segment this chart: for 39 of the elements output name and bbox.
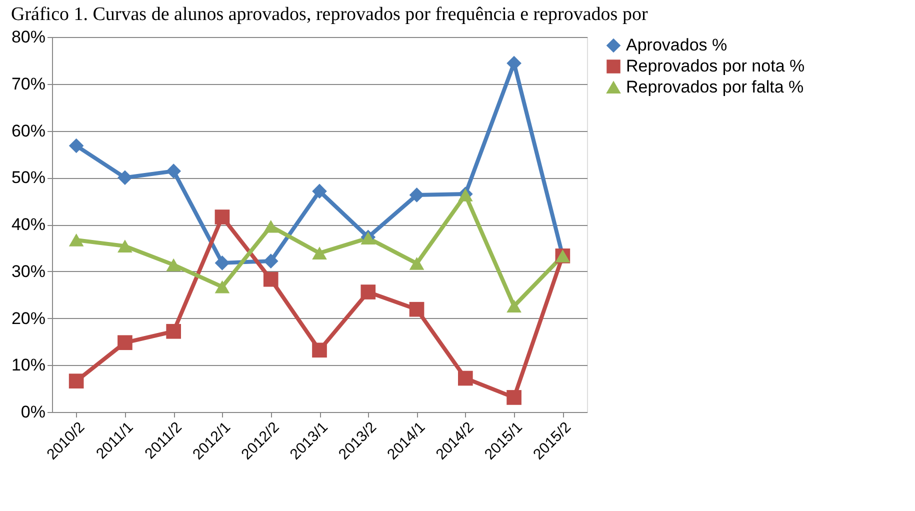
legend-label: Reprovados por nota %: [626, 56, 805, 76]
point: [506, 56, 522, 71]
point: [214, 256, 230, 270]
point: [166, 164, 182, 178]
point: [409, 302, 424, 317]
y-tick-label: 20%: [11, 308, 46, 328]
point: [409, 188, 424, 202]
y-tick-label: 50%: [11, 168, 46, 188]
y-tick-label: 80%: [11, 28, 46, 46]
legend-label: Aprovados %: [626, 36, 728, 54]
point: [312, 246, 327, 260]
chart-title: Gráfico 1. Curvas de alunos aprovados, reprovados por frequência e reprovados por: [10, 4, 648, 25]
point: [68, 234, 84, 246]
point: [68, 374, 84, 388]
point: [118, 170, 132, 186]
point: [312, 342, 327, 358]
y-tick-label: 40%: [11, 215, 46, 234]
y-tick-label: 30%: [11, 262, 46, 281]
legend-label: Reprovados por falta %: [626, 78, 804, 96]
point: [458, 370, 473, 386]
y-tick-label: 0%: [20, 402, 46, 422]
point: [263, 254, 278, 268]
point: [214, 280, 230, 294]
point: [166, 324, 182, 339]
point: [118, 335, 132, 350]
point: [360, 284, 376, 300]
point: [214, 210, 230, 224]
point: [166, 258, 182, 272]
point: [409, 256, 424, 270]
y-tick-label: 10%: [11, 356, 46, 375]
point: [312, 184, 327, 199]
point: [263, 220, 278, 233]
y-tick-label: 70%: [11, 74, 46, 94]
point: [263, 272, 278, 287]
y-tick-label: 60%: [11, 121, 46, 140]
point: [506, 300, 522, 312]
point: [506, 390, 522, 405]
point: [68, 138, 84, 154]
point: [118, 240, 132, 252]
